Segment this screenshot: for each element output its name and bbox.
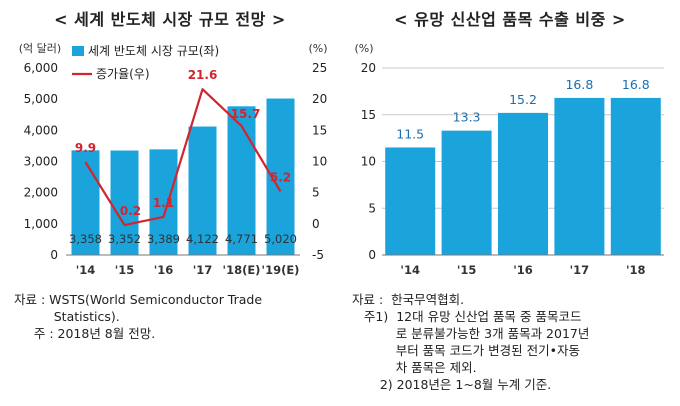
right-y-unit-label: (%) — [308, 42, 327, 55]
growth-rate-line — [84, 88, 282, 227]
left-y-tick-label: 6,000 — [24, 61, 58, 75]
left-y-tick-label: 0 — [50, 248, 58, 262]
right-chart-unit-label: (%) — [354, 42, 373, 55]
y-tick-label: 15 — [361, 108, 376, 122]
x-tick-label: '18 — [626, 263, 646, 277]
x-tick-label: '14 — [76, 263, 96, 277]
y-tick-label: 5 — [368, 201, 376, 215]
export-share-label: 16.8 — [622, 77, 650, 92]
left-source-line-1: 자료 : WSTS(World Semiconductor Trade — [14, 292, 263, 307]
market-size-bar — [227, 106, 256, 255]
market-size-bar — [71, 150, 100, 255]
x-tick-label: '17 — [570, 263, 590, 277]
x-tick-label: '17 — [193, 263, 213, 277]
right-chart-title: < 유망 신산업 품목 수출 비중 > — [394, 10, 626, 29]
right-y-tick-label: 0 — [312, 217, 320, 231]
legend-bar-swatch — [72, 46, 84, 56]
right-y-tick-label: 5 — [312, 186, 320, 200]
left-source-line-2: Statistics). — [14, 309, 120, 324]
growth-rate-label: 1.1 — [153, 196, 174, 210]
y-tick-label: 10 — [361, 155, 376, 169]
export-share-bar — [385, 147, 436, 255]
left-chart-title: < 세계 반도체 시장 규모 전망 > — [54, 10, 286, 29]
left-y-unit-label: (억 달러) — [19, 42, 61, 55]
legend-bar-label: 세계 반도체 시장 규모(좌) — [88, 44, 219, 58]
market-size-label: 3,389 — [147, 232, 180, 246]
growth-rate-label: 9.9 — [75, 141, 96, 155]
right-note-line-3: 부터 품목 코드가 변경된 전기•자동 — [352, 343, 580, 358]
semiconductor-market-chart: (억 달러) (%) 0 1,000 2,000 3,000 4,000 5,000 6,000… — [19, 42, 328, 277]
x-tick-label: '15 — [457, 263, 477, 277]
market-size-bar — [149, 149, 178, 255]
legend-line-label: 증가율(우) — [96, 67, 150, 81]
x-tick-label: '14 — [400, 263, 420, 277]
export-share-label: 13.3 — [453, 110, 481, 125]
growth-rate-label: 5.2 — [270, 170, 291, 184]
export-share-label: 15.2 — [509, 92, 537, 107]
x-tick-label: '18(E) — [223, 263, 261, 277]
market-size-label: 5,020 — [264, 232, 297, 246]
right-y-tick-label: 20 — [312, 92, 327, 106]
right-y-tick-label: 10 — [312, 155, 327, 169]
growth-rate-label: 15.7 — [231, 107, 261, 121]
export-share-bar — [441, 130, 492, 255]
right-note-line-2: 로 분류불가능한 3개 품목과 2017년 — [352, 326, 590, 341]
right-note-line-1: 주1) 12대 유망 신산업 품목 중 품목코드 — [352, 309, 582, 324]
x-tick-label: '15 — [115, 263, 135, 277]
left-y-tick-label: 4,000 — [24, 123, 58, 137]
market-size-bar — [110, 150, 139, 255]
right-note-line-5: 2) 2018년은 1~8월 누계 기준. — [352, 377, 552, 392]
market-size-label: 3,352 — [108, 232, 141, 246]
left-y-tick-label: 5,000 — [24, 92, 58, 106]
right-note-line-4: 차 품목은 제외. — [352, 360, 477, 375]
right-y-tick-label: 25 — [312, 61, 327, 75]
export-share-bar — [610, 97, 661, 255]
export-share-label: 11.5 — [396, 126, 424, 141]
left-y-tick-label: 1,000 — [24, 217, 58, 231]
left-y-tick-label: 2,000 — [24, 186, 58, 200]
x-tick-label: '16 — [513, 263, 533, 277]
growth-rate-label: 21.6 — [188, 68, 218, 82]
market-size-label: 4,771 — [225, 232, 258, 246]
market-size-label: 3,358 — [69, 232, 102, 246]
x-tick-label: '19(E) — [262, 263, 300, 277]
market-size-label: 4,122 — [186, 232, 219, 246]
y-tick-label: 20 — [361, 61, 376, 75]
right-source-line-1: 자료 : 한국무역협회. — [352, 292, 465, 307]
export-share-bar — [554, 97, 605, 255]
export-share-chart-panel: < 유망 신산업 품목 수출 비중 > (%) 0 5 10 15 20 11.5 13.3 1… — [340, 0, 680, 406]
right-y-tick-label: 15 — [312, 123, 327, 137]
market-size-bar — [188, 126, 217, 255]
export-share-chart: (%) 0 5 10 15 20 11.5 13.3 15.2 16.8 16.8 '14 '15 '16… — [354, 42, 664, 277]
right-y-tick-label: -5 — [312, 248, 324, 262]
x-tick-label: '16 — [154, 263, 174, 277]
export-share-bar — [498, 112, 548, 255]
left-y-tick-label: 3,000 — [24, 155, 58, 169]
semiconductor-market-chart-panel: < 세계 반도체 시장 규모 전망 > (억 달러) (%) 0 1,000 2,000… — [14, 10, 328, 341]
left-note-line: 주 : 2018년 8월 전망. — [14, 326, 156, 341]
growth-rate-label: 0.2 — [120, 204, 141, 218]
export-share-label: 16.8 — [565, 77, 593, 92]
y-tick-label: 0 — [368, 248, 376, 262]
